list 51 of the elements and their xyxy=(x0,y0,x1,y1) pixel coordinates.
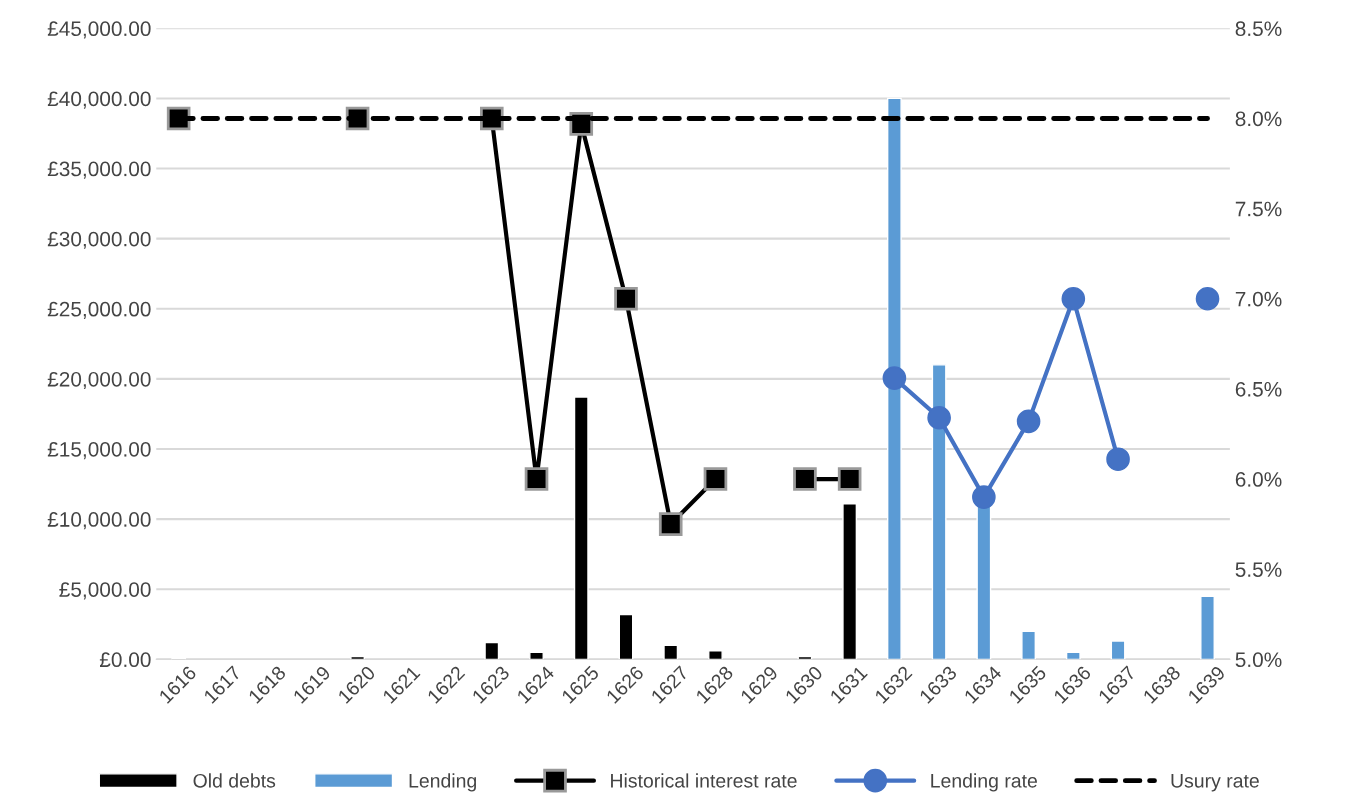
point xyxy=(658,512,683,536)
bar xyxy=(708,650,723,660)
bar xyxy=(1200,595,1215,660)
y2-tick-label: 8.5% xyxy=(1235,21,1282,37)
bar xyxy=(886,97,902,660)
point xyxy=(1016,409,1041,434)
y-tick-label: £25,000.00 xyxy=(47,301,151,319)
point xyxy=(837,467,862,491)
bar xyxy=(573,396,589,660)
legend-label: Usury rate xyxy=(1171,774,1259,792)
legend-label: Old debts xyxy=(193,773,276,788)
y2-tick-label: 7.5% xyxy=(1235,201,1282,217)
y-tick-label: £5,000.00 xyxy=(59,582,151,600)
point xyxy=(614,286,638,311)
bar xyxy=(842,502,858,660)
point xyxy=(524,467,549,491)
y-tick-label: £30,000.00 xyxy=(47,231,151,249)
y2-tick-label: 7.0% xyxy=(1235,291,1282,307)
bar xyxy=(484,641,500,660)
legend-label: Historical interest rate xyxy=(611,773,797,788)
bar xyxy=(976,504,992,660)
point xyxy=(927,405,951,430)
point xyxy=(793,467,817,491)
y-tick-label: £0.00 xyxy=(99,652,151,668)
bar xyxy=(350,655,365,660)
legend-label: Lending xyxy=(409,773,477,792)
point xyxy=(882,366,907,390)
y2-tick-label: 5.5% xyxy=(1235,562,1282,577)
bar xyxy=(663,644,679,660)
y2-tick-label: 6.0% xyxy=(1235,472,1282,487)
point xyxy=(703,467,728,491)
y2-tick-label: 6.5% xyxy=(1235,381,1282,397)
y-tick-label: £20,000.00 xyxy=(47,371,151,390)
bar xyxy=(1065,651,1081,660)
bar xyxy=(618,613,634,660)
y-tick-label: £10,000.00 xyxy=(47,512,151,530)
point xyxy=(1195,286,1220,311)
y-tick-label: £35,000.00 xyxy=(47,161,151,179)
point xyxy=(1106,447,1130,472)
bar xyxy=(1021,630,1036,660)
point xyxy=(1061,286,1086,311)
y-tick-label: £45,000.00 xyxy=(47,21,151,39)
point xyxy=(972,485,996,509)
y-tick-label: £15,000.00 xyxy=(47,442,151,460)
y2-tick-label: 8.0% xyxy=(1235,111,1282,127)
y-tick-label: £40,000.00 xyxy=(47,91,151,109)
bar xyxy=(931,364,947,660)
bar xyxy=(1110,640,1126,660)
legend-label: Lending rate xyxy=(931,773,1037,792)
y2-tick-label: 5.0% xyxy=(1235,652,1282,668)
bar xyxy=(529,651,544,660)
